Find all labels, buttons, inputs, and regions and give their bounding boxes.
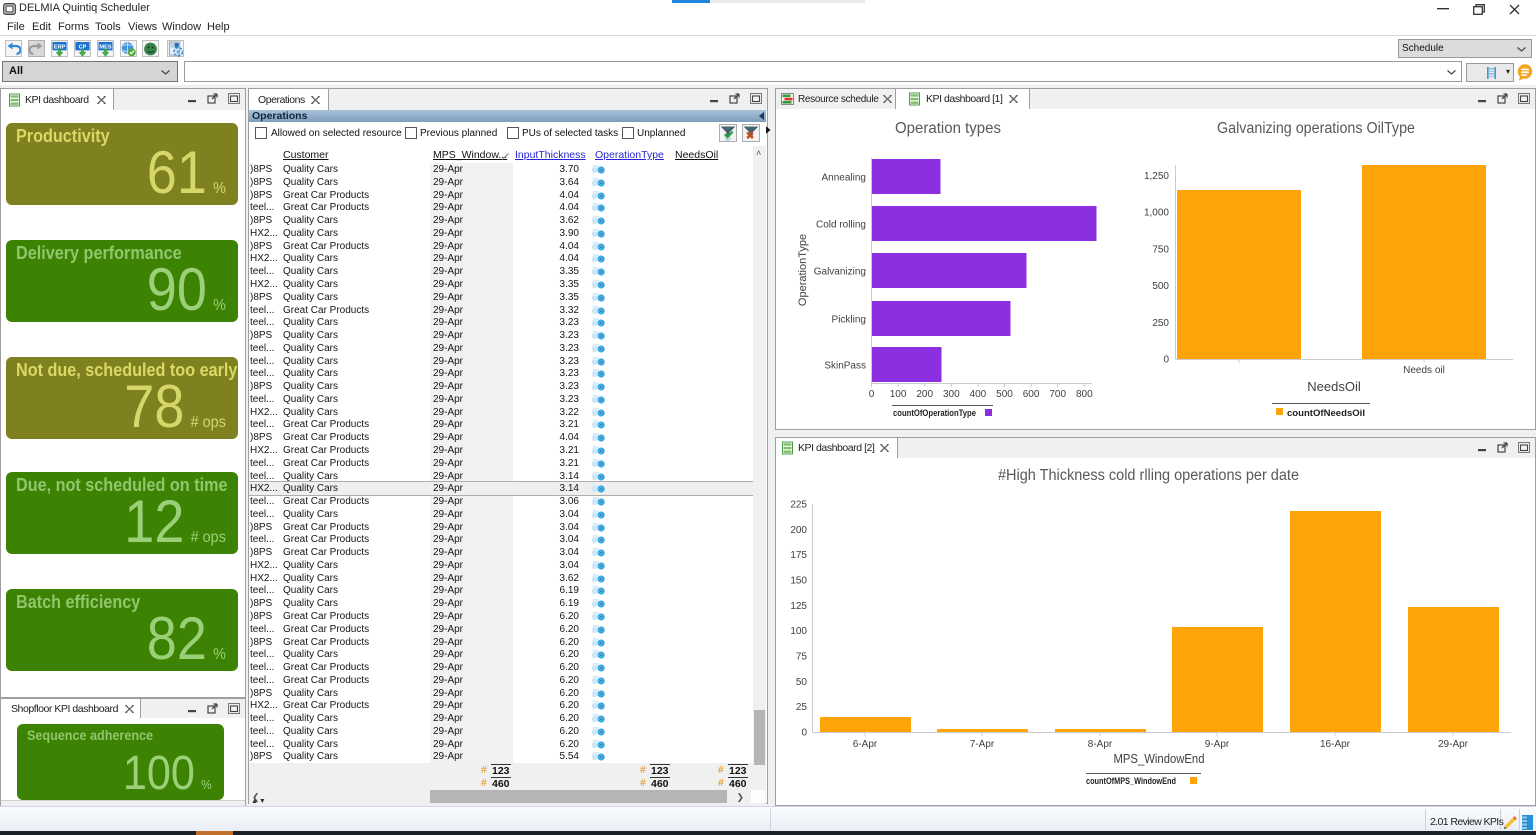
svg-text:CP: CP [79, 44, 87, 50]
svg-text:9-Apr: 9-Apr [1205, 739, 1230, 750]
svg-text:0: 0 [869, 389, 875, 400]
svg-text:16-Apr: 16-Apr [1320, 739, 1351, 750]
svg-text:25: 25 [796, 702, 808, 713]
svg-text:500: 500 [1152, 281, 1169, 292]
svg-text:Operation types: Operation types [895, 120, 1001, 137]
svg-text:Galvanizing: Galvanizing [814, 267, 866, 278]
svg-text:500: 500 [996, 389, 1013, 400]
svg-text:100: 100 [790, 626, 807, 637]
svg-text:750: 750 [1152, 244, 1169, 255]
svg-text:countOfMPS_WindowEnd: countOfMPS_WindowEnd [1086, 776, 1176, 786]
svg-text:225: 225 [790, 500, 807, 511]
svg-text:175: 175 [790, 550, 807, 561]
svg-text:8-Apr: 8-Apr [1088, 739, 1113, 750]
svg-text:75: 75 [796, 652, 808, 663]
svg-text:400: 400 [970, 389, 987, 400]
svg-text:MES: MES [99, 44, 111, 50]
svg-text:800: 800 [1076, 389, 1093, 400]
svg-text:0: 0 [801, 728, 807, 739]
svg-text:NeedsOil: NeedsOil [1307, 379, 1361, 394]
svg-text:Annealing: Annealing [822, 173, 866, 184]
svg-text:700: 700 [1049, 389, 1066, 400]
svg-text:200: 200 [916, 389, 933, 400]
svg-text:MPS_WindowEnd: MPS_WindowEnd [1114, 751, 1205, 766]
svg-text:countOfNeedsOil: countOfNeedsOil [1287, 408, 1365, 418]
svg-text:Needs oil: Needs oil [1403, 365, 1445, 376]
svg-text:countOfOperationType: countOfOperationType [893, 408, 976, 418]
svg-text:100: 100 [890, 389, 907, 400]
svg-text:125: 125 [790, 601, 807, 612]
svg-text:50: 50 [796, 677, 808, 688]
svg-text:1,000: 1,000 [1144, 208, 1169, 219]
svg-text:7-Apr: 7-Apr [970, 739, 995, 750]
svg-text:300: 300 [943, 389, 960, 400]
svg-text:OperationType: OperationType [797, 234, 809, 306]
svg-text:Pickling: Pickling [832, 315, 866, 326]
svg-text:200: 200 [790, 525, 807, 536]
svg-text:6-Apr: 6-Apr [853, 739, 878, 750]
svg-text:0: 0 [1163, 355, 1169, 366]
svg-text:Cold rolling: Cold rolling [816, 220, 866, 231]
svg-text:29-Apr: 29-Apr [1438, 739, 1469, 750]
svg-text:ERP: ERP [54, 44, 66, 50]
svg-text:#High Thickness cold rlling op: #High Thickness cold rlling operations p… [998, 467, 1299, 484]
svg-text:1,250: 1,250 [1144, 171, 1169, 182]
svg-text:150: 150 [790, 576, 807, 587]
svg-text:Galvanizing operations OilType: Galvanizing operations OilType [1217, 120, 1415, 137]
svg-text:SkinPass: SkinPass [824, 361, 866, 372]
svg-text:250: 250 [1152, 318, 1169, 329]
svg-text:600: 600 [1023, 389, 1040, 400]
